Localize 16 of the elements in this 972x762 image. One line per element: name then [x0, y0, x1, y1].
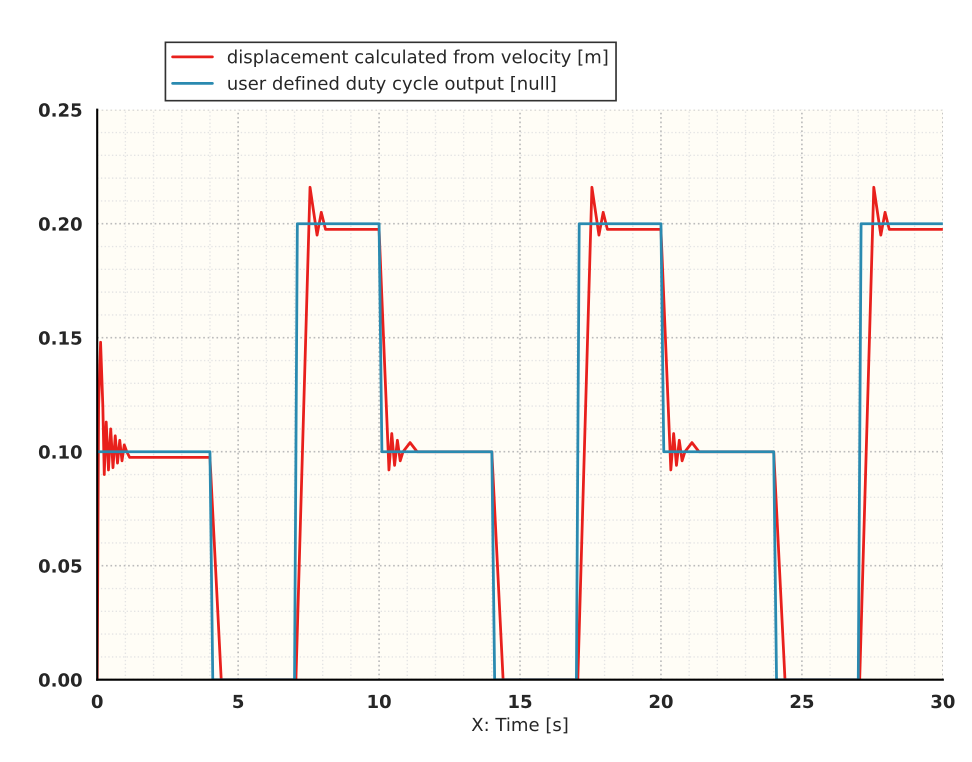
x-tick-label: 0 [92, 694, 103, 708]
y-tick-label: 0.00 [38, 673, 82, 687]
x-tick-label: 15 [509, 694, 532, 708]
y-tick-label: 0.15 [38, 331, 82, 345]
y-tick-label: 0.20 [38, 217, 82, 231]
x-tick-label: 20 [650, 694, 673, 708]
x-tick-label: 25 [790, 694, 814, 708]
legend-label: displacement calculated from velocity [m] [228, 50, 608, 67]
x-tick-label: 10 [368, 694, 391, 708]
y-tick-label: 0.10 [38, 445, 82, 459]
legend-label: user defined duty cycle output [null] [228, 76, 556, 94]
x-tick-label: 5 [233, 694, 244, 708]
y-tick-label: 0.05 [38, 559, 82, 573]
x-tick-label: 30 [931, 694, 955, 708]
x-axis-title: X: Time [s] [472, 717, 568, 734]
y-tick-label: 0.25 [38, 103, 82, 117]
